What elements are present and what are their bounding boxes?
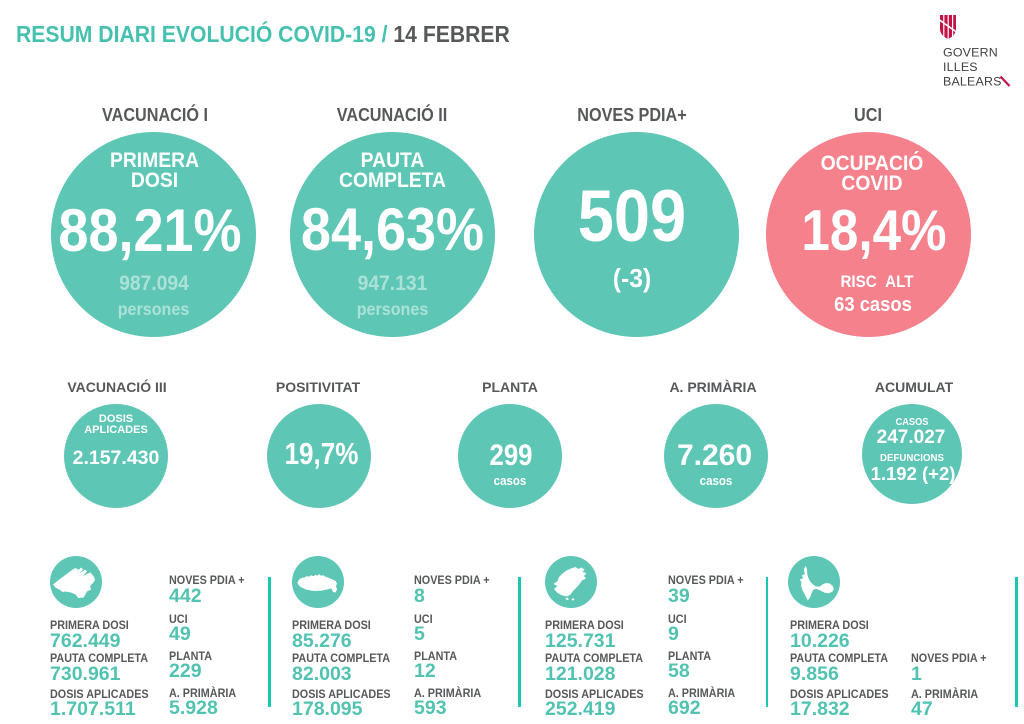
svg-text:ILLES: ILLES: [943, 60, 978, 74]
svg-text:BALEARS: BALEARS: [943, 75, 1002, 89]
svg-text:GOVERN: GOVERN: [943, 46, 998, 60]
